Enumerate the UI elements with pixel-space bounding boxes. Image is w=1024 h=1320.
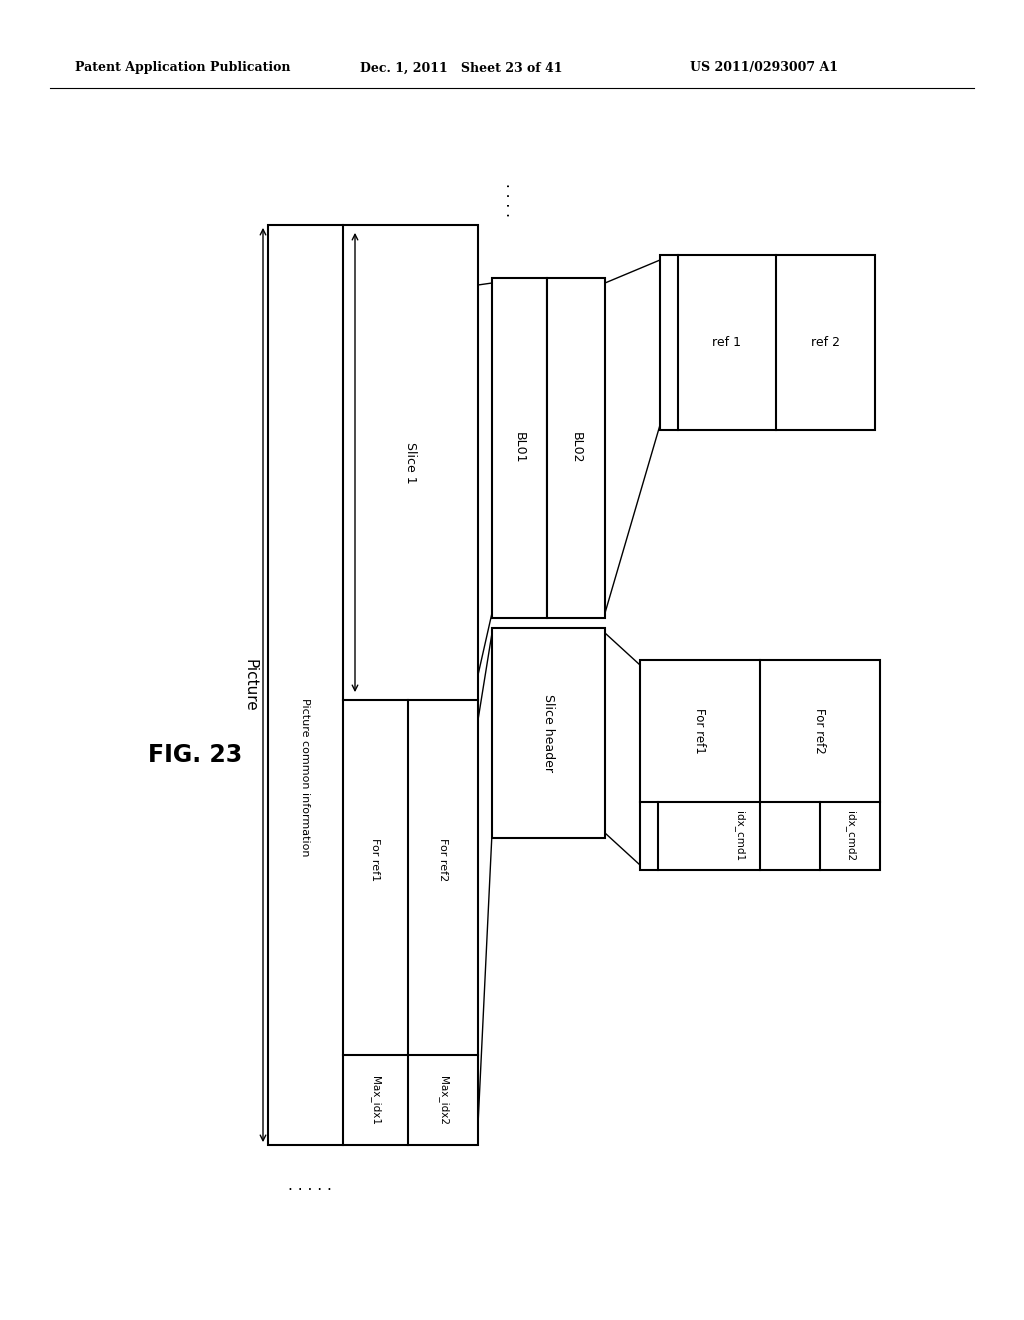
Text: Picture common information: Picture common information	[300, 698, 310, 857]
Bar	[492, 279, 547, 618]
Text: Max_idx1: Max_idx1	[370, 1076, 381, 1125]
Text: For ref1: For ref1	[693, 708, 707, 754]
Text: ref 1: ref 1	[713, 337, 741, 348]
Text: idx_cmd1: idx_cmd1	[733, 810, 744, 861]
Bar	[660, 255, 874, 430]
Text: FIG. 23: FIG. 23	[147, 743, 242, 767]
Text: Slice header: Slice header	[542, 694, 555, 772]
Bar	[492, 628, 605, 838]
Bar	[268, 224, 478, 1144]
Bar	[547, 279, 605, 618]
Text: . . . .: . . . .	[498, 183, 512, 216]
Text: . . . . .: . . . . .	[288, 1177, 332, 1192]
Text: Slice 1: Slice 1	[404, 442, 417, 483]
Text: Picture: Picture	[243, 659, 257, 711]
Text: For ref1: For ref1	[371, 838, 381, 882]
Text: US 2011/0293007 A1: US 2011/0293007 A1	[690, 62, 838, 74]
Text: BL02: BL02	[569, 432, 583, 463]
Text: Max_idx2: Max_idx2	[437, 1076, 449, 1125]
Text: Dec. 1, 2011   Sheet 23 of 41: Dec. 1, 2011 Sheet 23 of 41	[360, 62, 562, 74]
Text: idx_cmd2: idx_cmd2	[845, 810, 855, 861]
Bar	[640, 660, 880, 870]
Text: ref 2: ref 2	[811, 337, 840, 348]
Text: For ref2: For ref2	[438, 838, 449, 882]
Text: For ref2: For ref2	[813, 708, 826, 754]
Text: BL01: BL01	[513, 432, 526, 463]
Text: Patent Application Publication: Patent Application Publication	[75, 62, 291, 74]
